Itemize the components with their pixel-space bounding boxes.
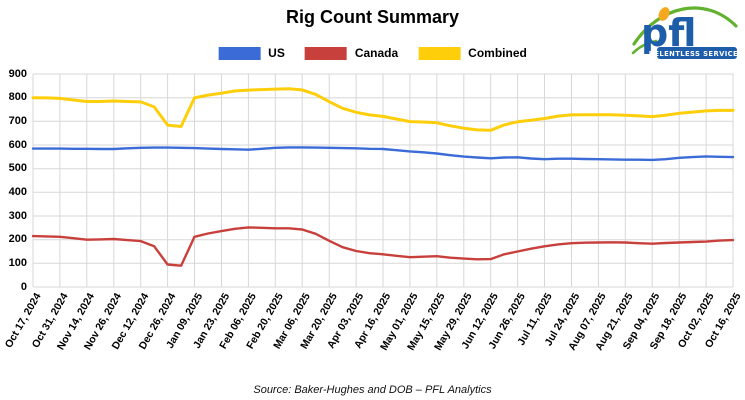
- y-tick-label: 700: [8, 114, 27, 127]
- chart-title: Rig Count Summary: [285, 7, 459, 27]
- legend-label: Combined: [468, 46, 527, 60]
- series-line-combined: [31, 87, 735, 132]
- legend-swatch-icon: [218, 46, 261, 60]
- legend-item-canada: Canada: [304, 46, 399, 60]
- y-tick-label: 400: [8, 185, 27, 198]
- y-tick-label: 600: [8, 138, 27, 151]
- series-line-canada: [31, 226, 735, 267]
- logo-swoosh-icon: [632, 6, 738, 46]
- logo-dot-icon: [658, 7, 670, 21]
- logo-tagline: RELENTLESS SERVICE™: [649, 50, 739, 58]
- legend-label: Canada: [354, 46, 399, 60]
- y-tick-label: 900: [8, 67, 27, 80]
- y-tick-label: 500: [8, 162, 27, 175]
- y-tick-label: 0: [20, 280, 27, 293]
- legend-swatch-icon: [418, 46, 461, 60]
- y-tick-label: 300: [8, 209, 27, 222]
- series-line-us: [31, 146, 735, 162]
- y-tick-label: 100: [8, 256, 27, 269]
- legend-item-combined: Combined: [418, 46, 527, 60]
- legend-label: US: [268, 46, 285, 60]
- y-tick-label: 200: [8, 233, 27, 246]
- legend-swatch-icon: [304, 46, 347, 60]
- pfl-logo: pfl RELENTLESS SERVICE™: [631, 6, 739, 59]
- legend-item-us: US: [218, 46, 285, 60]
- y-tick-label: 800: [8, 91, 27, 104]
- source-note: Source: Baker-Hughes and DOB – PFL Analy…: [253, 384, 492, 396]
- logo-swoosh-small-icon: [631, 39, 658, 55]
- logo-banner: [657, 47, 737, 59]
- legend: US Canada Combined: [218, 46, 527, 60]
